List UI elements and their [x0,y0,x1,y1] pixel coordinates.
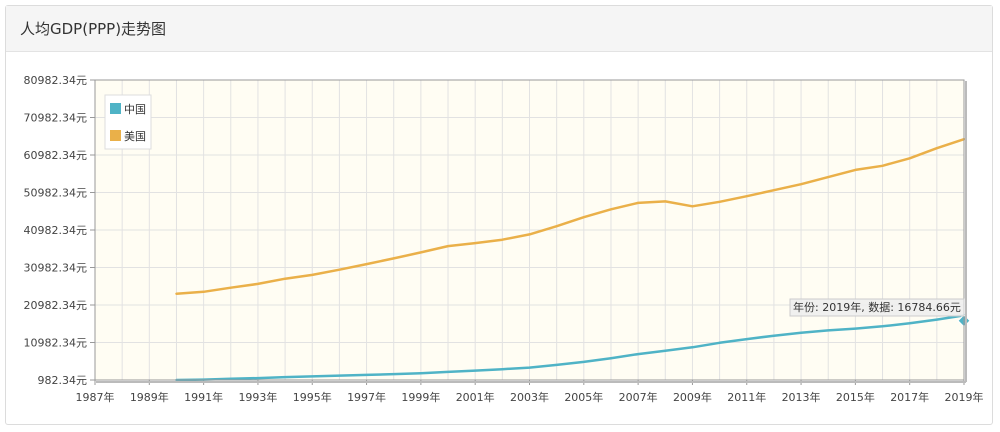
x-tick-label: 2013年 [782,390,821,404]
y-axis-ticks: 982.34元 10982.34元 20982.34元 30982.34元 40982.… [24,74,95,387]
tooltip-text: 年份: 2019年, 数据: 16784.66元 [793,300,961,314]
x-tick-label: 2019年 [945,390,984,404]
x-tick-label: 2015年 [836,390,875,404]
y-tick-label: 10982.34元 [24,337,88,350]
x-tick-label: 2009年 [673,390,712,404]
tooltip-box [789,298,965,317]
plot-border [94,79,965,381]
legend-label-china: 中国 [124,103,146,116]
y-tick-label: 50982.34元 [24,187,88,200]
x-tick-label: 2011年 [727,390,766,404]
x-tick-label: 2007年 [619,390,658,404]
legend-swatch-china [110,103,121,114]
x-tick-label: 1989年 [130,390,169,404]
y-tick-label: 982.34元 [38,374,88,387]
panel-title: 人均GDP(PPP)走势图 [20,20,167,38]
tooltip: 年份: 2019年, 数据: 16784.66元 [789,298,965,317]
x-tick-label: 2017年 [890,390,929,404]
panel-header: 人均GDP(PPP)走势图 [6,6,992,52]
y-tick-label: 40982.34元 [24,224,88,237]
legend: 中国 美国 [104,94,152,150]
x-tick-label: 2005年 [564,390,603,404]
legend-swatch-usa [110,130,121,141]
series-line-usa[interactable] [175,137,966,295]
x-tick-label: 1999年 [401,390,440,404]
series-line-china[interactable] [175,314,966,382]
legend-label-usa: 美国 [124,130,146,143]
y-tick-label: 60982.34元 [24,149,88,162]
y-tick-label: 30982.34元 [24,262,88,275]
y-tick-label: 80982.34元 [24,74,88,87]
y-tick-label: 70982.34元 [24,112,88,125]
y-tick-label: 20982.34元 [24,299,88,312]
x-tick-label: 1987年 [76,390,115,404]
x-tick-label: 1991年 [184,390,223,404]
x-tick-label: 1995年 [293,390,332,404]
x-tick-label: 1997年 [347,390,386,404]
x-tick-label: 1993年 [238,390,277,404]
x-axis-ticks: 1987年 1989年 1991年 1993年 1995年 1997年 1999年 2001年… [76,380,984,404]
x-tick-label: 2003年 [510,390,549,404]
x-tick-label: 2001年 [456,390,495,404]
